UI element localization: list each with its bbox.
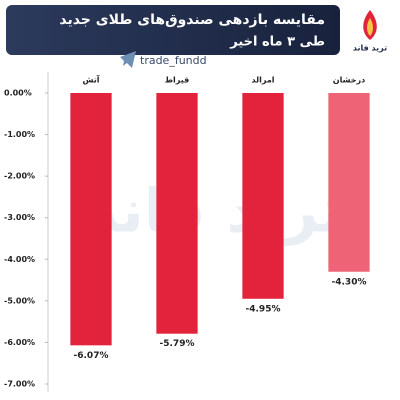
telegram-icon (120, 51, 136, 68)
value-label: -5.79% (160, 339, 195, 349)
value-label-bg (157, 336, 197, 351)
value-label-bg (329, 274, 369, 289)
header-box (6, 5, 340, 55)
bar (70, 93, 112, 346)
value-label: -4.30% (332, 277, 367, 287)
y-tick-label: -7.00% (4, 380, 35, 389)
bar (328, 93, 370, 272)
handle: trade_fundd (140, 54, 207, 67)
bar (156, 93, 198, 334)
y-tick-label: 0.00% (4, 89, 32, 98)
value-label-bg (243, 301, 283, 316)
y-tick-label: -2.00% (4, 172, 35, 181)
y-tick-label: -3.00% (4, 213, 35, 222)
watermark: ترید فاند (87, 177, 344, 247)
x-tick-label: آتش (82, 75, 99, 86)
y-tick-label: -5.00% (4, 296, 35, 305)
x-tick-label: امرالد (251, 76, 274, 85)
chart-subtitle: طی ۳ ماه اخیر (229, 35, 325, 50)
y-tick-label: -6.00% (4, 338, 35, 347)
bar (242, 93, 284, 299)
value-label: -6.07% (74, 351, 109, 361)
chart-title: مقایسه بازدهی صندوق‌های طلای جدید (59, 12, 325, 28)
x-tick-label: قیراط (165, 76, 190, 85)
value-label: -4.95% (246, 304, 281, 314)
y-tick-label: -1.00% (4, 130, 35, 139)
y-tick-label: -4.00% (4, 255, 35, 264)
x-tick-label: درخشان (333, 76, 365, 85)
logo: ترید فاند (353, 10, 387, 53)
logo-text: ترید فاند (353, 44, 387, 53)
value-label-bg (71, 348, 111, 363)
